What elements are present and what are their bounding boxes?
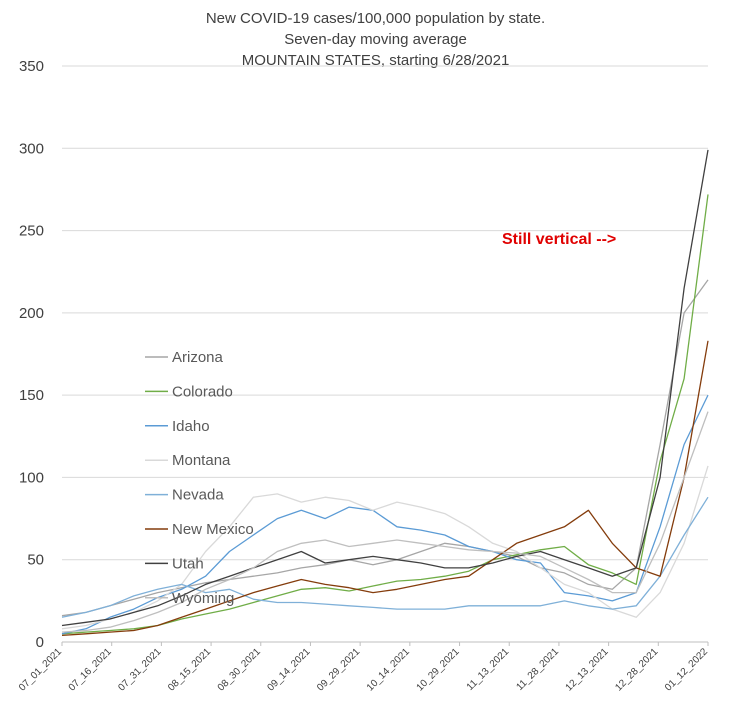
x-tick-label: 07_16_2021 — [67, 646, 114, 693]
y-tick-label: 100 — [19, 469, 44, 486]
x-tick-label: 09_14_2021 — [265, 646, 312, 693]
x-tick-label: 07_31_2021 — [116, 646, 163, 693]
series-line-arizona — [61, 279, 709, 617]
x-tick-label: 12_28_2021 — [613, 646, 660, 693]
chart-subtitle-region: MOUNTAIN STATES, starting 6/28/2021 — [241, 52, 510, 69]
legend-label-nevada: Nevada — [172, 487, 224, 504]
y-tick-label: 250 — [19, 223, 44, 240]
legend-label-idaho: Idaho — [172, 418, 210, 435]
x-tick-label: 10_14_2021 — [365, 646, 412, 693]
series-line-idaho — [61, 394, 709, 635]
x-tick-label: 12_13_2021 — [564, 646, 611, 693]
chart-subtitle: Seven-day moving average — [284, 31, 467, 48]
series-lines — [61, 149, 709, 637]
x-tick-label: 09_29_2021 — [315, 646, 362, 693]
x-tick-label: 11_28_2021 — [514, 646, 561, 693]
y-tick-label: 300 — [19, 140, 44, 157]
series-line-new-mexico — [61, 340, 709, 637]
x-tick-label: 08_30_2021 — [216, 646, 263, 693]
x-tick-label: 07_01_2021 — [17, 646, 64, 693]
legend-label-colorado: Colorado — [172, 383, 233, 400]
x-tick-label: 10_29_2021 — [415, 646, 462, 693]
series-line-nevada — [61, 496, 709, 618]
legend-label-utah: Utah — [172, 555, 204, 572]
series-line-utah — [61, 149, 709, 627]
series-line-montana — [61, 465, 709, 630]
x-tick-label: 08_15_2021 — [166, 646, 213, 693]
y-tick-label: 0 — [36, 634, 44, 651]
series-line-wyoming — [61, 411, 709, 633]
legend-label-new-mexico: New Mexico — [172, 521, 254, 538]
series-line-colorado — [61, 194, 709, 635]
gridlines — [62, 65, 708, 643]
y-axis-ticks: 0 50 100 150 200 250 300 350 — [19, 58, 44, 651]
legend-label-montana: Montana — [172, 452, 231, 469]
y-tick-label: 200 — [19, 305, 44, 322]
legend-label-arizona: Arizona — [172, 349, 224, 366]
y-tick-label: 150 — [19, 387, 44, 404]
x-axis: 07_01_2021 07_16_2021 07_31_2021 08_15_2021… — [17, 641, 710, 693]
annotation-still-vertical: Still vertical --> — [502, 231, 616, 248]
x-tick-label: 01_12_2022 — [663, 646, 710, 693]
y-tick-label: 50 — [27, 552, 44, 569]
legend-label-wyoming: Wyoming — [172, 590, 234, 607]
y-tick-label: 350 — [19, 58, 44, 75]
legend: Arizona Colorado Idaho Montana Nevada New Mex… — [145, 349, 254, 607]
x-tick-label: 11_13_2021 — [465, 646, 512, 693]
chart-title: New COVID-19 cases/100,000 population by… — [205, 10, 546, 27]
